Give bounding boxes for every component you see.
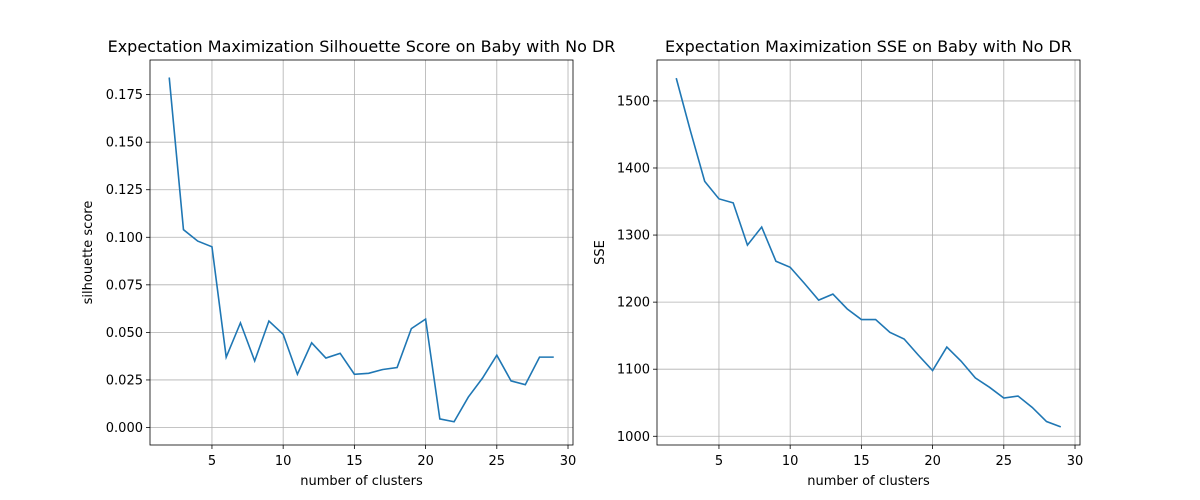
sse-x-tick-label: 20 xyxy=(924,454,941,469)
silhouette-y-tick-label: 0.075 xyxy=(106,278,143,293)
sse-y-axis-label: SSE xyxy=(593,240,608,265)
sse-y-ticks: 1000 1100 1200 1300 1400 1500 xyxy=(617,94,657,445)
sse-y-tick-label: 1200 xyxy=(617,296,650,311)
silhouette-y-tick-label: 0.125 xyxy=(106,183,143,198)
sse-x-tick-label: 30 xyxy=(1067,454,1084,469)
sse-grid xyxy=(657,60,1080,445)
silhouette-y-tick-label: 0.000 xyxy=(106,421,143,436)
silhouette-x-ticks: 5 10 15 20 25 30 xyxy=(208,445,576,469)
sse-y-tick-label: 1400 xyxy=(617,161,650,176)
silhouette-x-tick-label: 20 xyxy=(417,454,434,469)
silhouette-y-tick-label: 0.100 xyxy=(106,231,143,246)
sse-y-tick-label: 1300 xyxy=(617,229,650,244)
sse-x-axis-label: number of clusters xyxy=(807,474,930,489)
silhouette-chart: 5 10 15 20 25 30 0.000 0.025 0.050 0.075 0.100 0.1… xyxy=(81,37,615,489)
silhouette-x-tick-label: 10 xyxy=(275,454,292,469)
sse-x-ticks: 5 10 15 20 25 30 xyxy=(715,445,1083,469)
sse-x-tick-label: 10 xyxy=(782,454,799,469)
sse-line xyxy=(675,77,1062,428)
silhouette-x-axis-label: number of clusters xyxy=(300,474,423,489)
silhouette-y-tick-label: 0.050 xyxy=(106,326,143,341)
sse-y-tick-label: 1500 xyxy=(617,94,650,109)
sse-x-tick-label: 5 xyxy=(715,454,723,469)
silhouette-x-tick-label: 5 xyxy=(208,454,216,469)
silhouette-y-tick-label: 0.025 xyxy=(106,373,143,388)
sse-x-tick-label: 15 xyxy=(853,454,870,469)
sse-chart: 5 10 15 20 25 30 1000 1100 1200 1300 1400 1500 Exp… xyxy=(593,37,1083,489)
silhouette-x-tick-label: 25 xyxy=(489,454,506,469)
sse-y-tick-label: 1000 xyxy=(617,430,650,445)
silhouette-x-tick-label: 15 xyxy=(346,454,363,469)
sse-plot-frame xyxy=(656,59,1081,446)
silhouette-score-line xyxy=(168,77,554,423)
sse-x-tick-label: 25 xyxy=(996,454,1013,469)
silhouette-y-tick-label: 0.175 xyxy=(106,88,143,103)
silhouette-grid xyxy=(150,60,573,445)
sse-chart-title: Expectation Maximization SSE on Baby wit… xyxy=(665,37,1072,56)
silhouette-chart-title: Expectation Maximization Silhouette Scor… xyxy=(108,37,616,56)
silhouette-x-tick-label: 30 xyxy=(560,454,577,469)
silhouette-y-tick-label: 0.150 xyxy=(106,136,143,151)
silhouette-plot-frame xyxy=(149,59,574,446)
sse-y-tick-label: 1100 xyxy=(617,363,650,378)
silhouette-y-axis-label: silhouette score xyxy=(81,201,96,305)
silhouette-y-ticks: 0.000 0.025 0.050 0.075 0.100 0.125 0.150 0.175 xyxy=(106,88,150,436)
